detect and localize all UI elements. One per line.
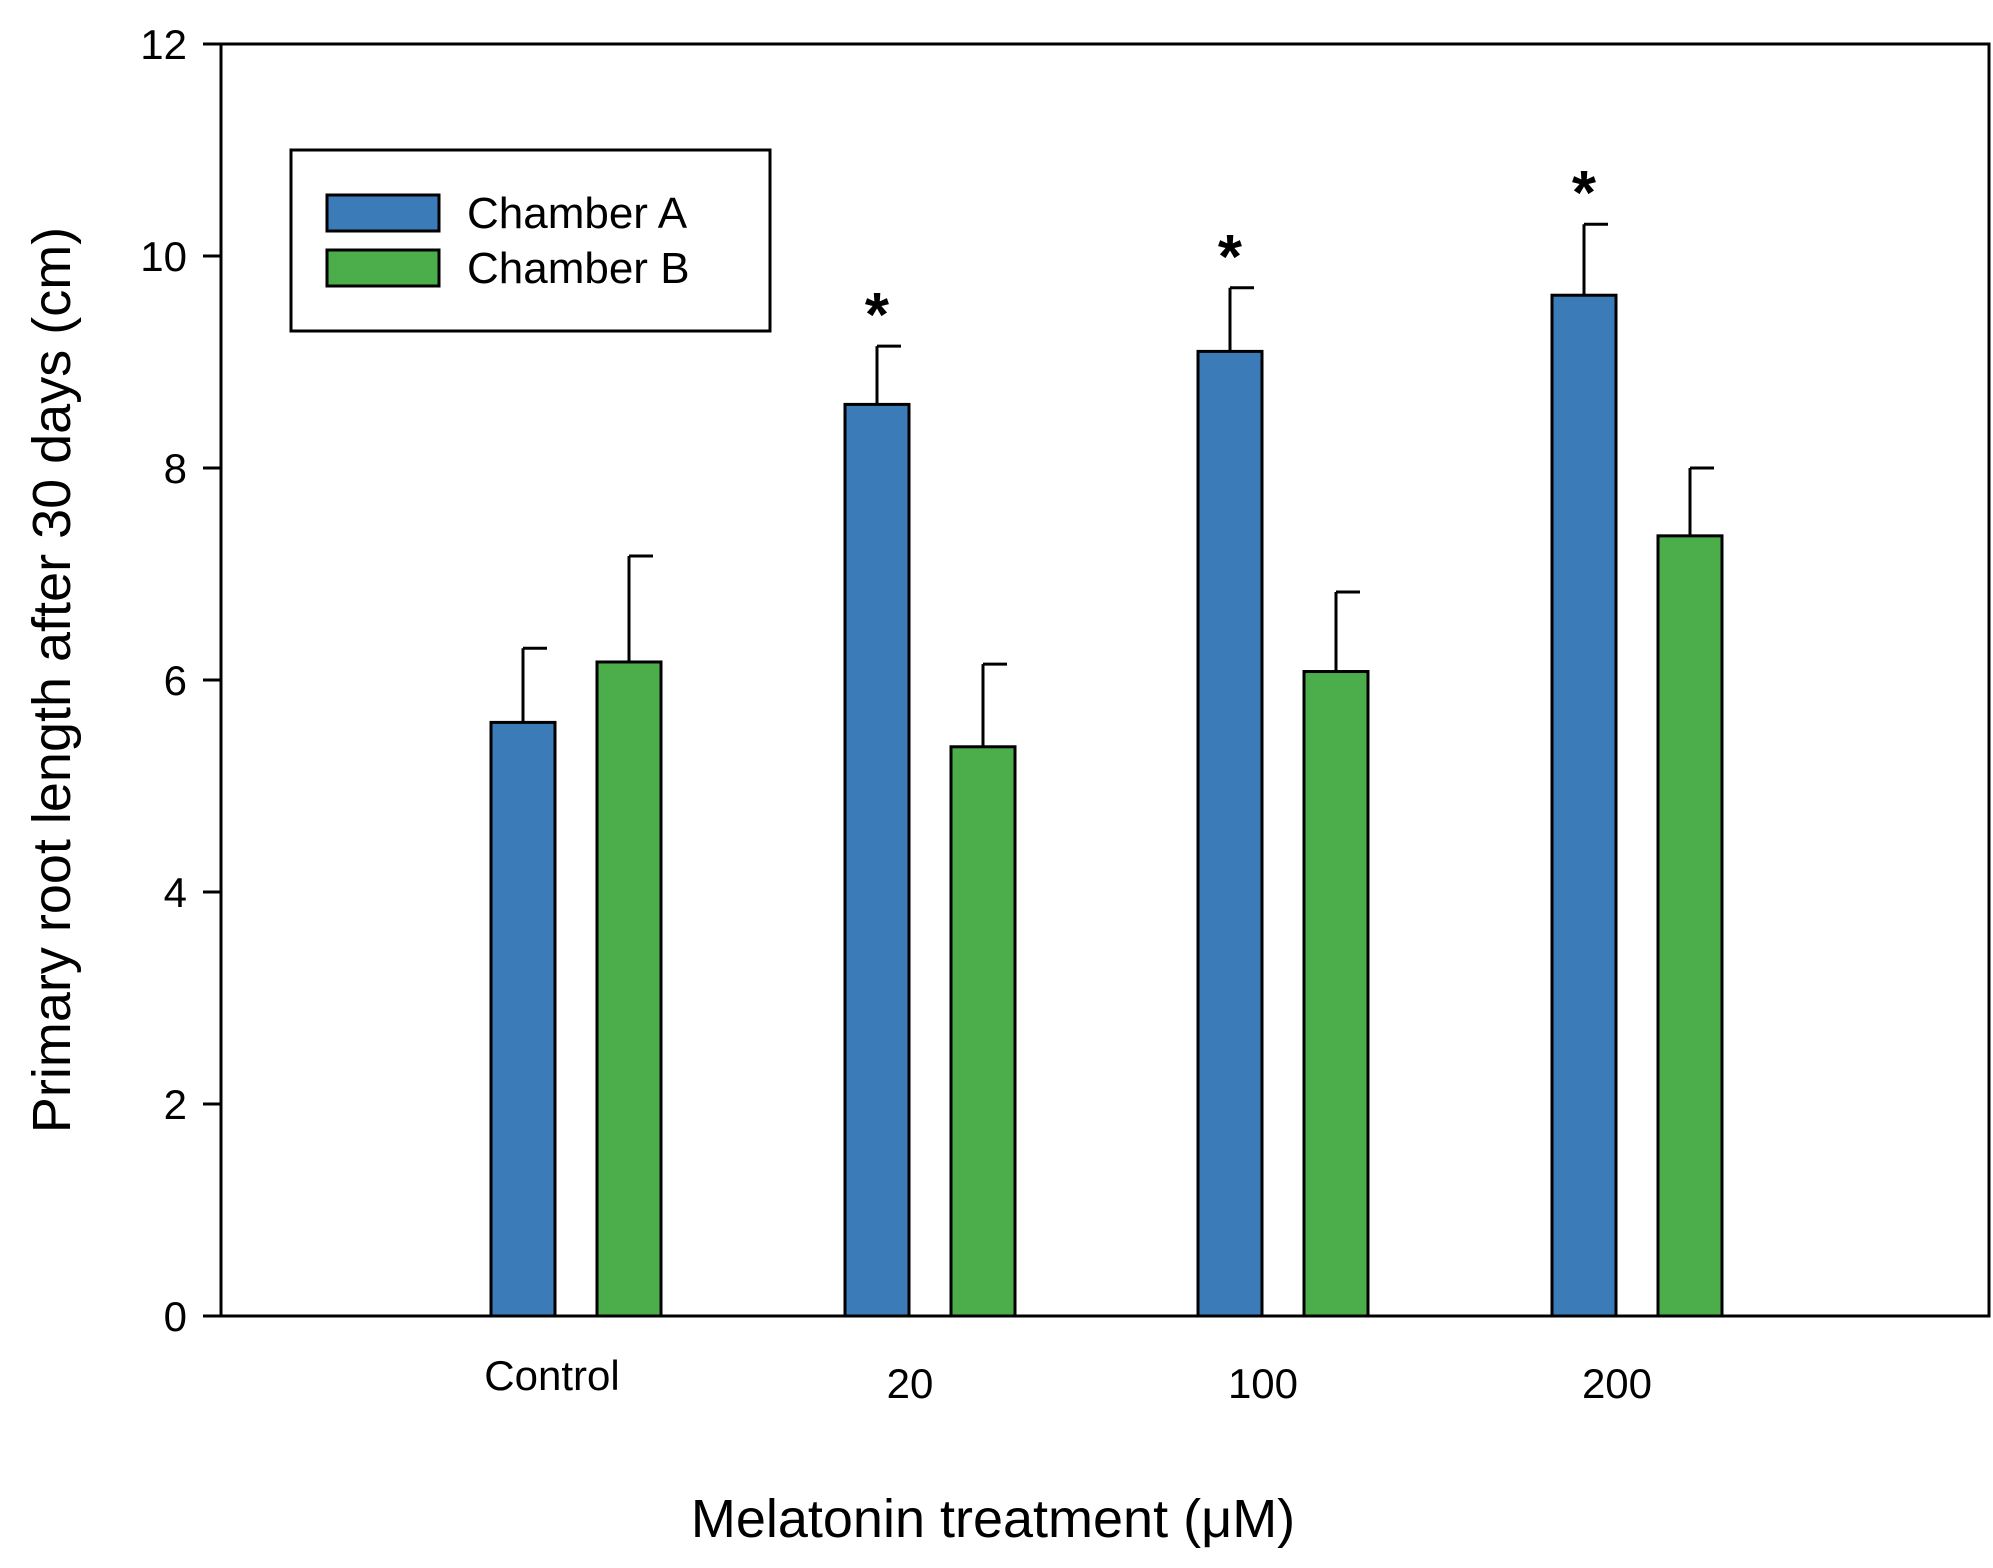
y-tick-label-0: 0 [164,1293,187,1340]
y-tick-label-6: 6 [164,657,187,704]
y-tick-label-2: 2 [164,1081,187,1128]
significance-marker-chamber-a-20: * [865,281,890,350]
x-tick-label-200: 200 [1582,1360,1652,1407]
x-tick-label-100: 100 [1228,1360,1298,1407]
bar-chamber-b-control [595,660,663,1318]
legend: Chamber A Chamber B [289,148,772,333]
bar-chamber-a-20 [843,402,911,1318]
significance-marker-chamber-a-100: * [1218,223,1243,292]
y-tick-label-12: 12 [140,21,187,68]
x-axis-title: Melatonin treatment (μM) [691,1489,1295,1549]
bar-chamber-a-control [489,720,557,1318]
x-tick-label-control: Control [484,1352,619,1399]
legend-swatch-chamber-b [325,248,441,288]
legend-label-chamber-a: Chamber A [467,189,688,238]
bar-chamber-a-100 [1196,349,1264,1318]
bar-chamber-b-20 [949,745,1017,1318]
x-axis: Control 20 100 200 [484,1352,1652,1407]
y-tick-label-10: 10 [140,233,187,280]
y-tick-label-8: 8 [164,445,187,492]
error-bars-layer [521,222,1714,747]
significance-marker-chamber-a-200: * [1572,159,1597,228]
bar-chamber-a-200 [1550,293,1618,1318]
y-tick-label-4: 4 [164,869,187,916]
x-tick-label-20: 20 [887,1360,934,1407]
y-axis: 0 2 4 6 8 10 12 [140,21,221,1340]
legend-swatch-chamber-a [325,193,441,233]
bars-layer [489,293,1724,1318]
significance-layer: * * * [865,159,1597,350]
legend-label-chamber-b: Chamber B [467,244,690,293]
bar-chamber-b-200 [1656,534,1724,1318]
bar-chamber-b-100 [1302,670,1370,1318]
y-axis-title: Primary root length after 30 days (cm) [22,227,82,1133]
legend-box [289,148,772,333]
